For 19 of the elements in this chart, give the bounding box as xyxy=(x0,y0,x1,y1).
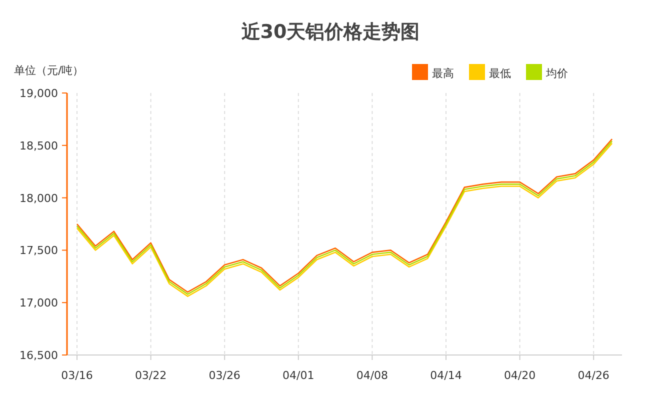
chart-title: 近30天铝价格走势图 xyxy=(240,21,420,43)
y-tick-label: 19,000 xyxy=(20,87,58,100)
x-tick-label: 04/26 xyxy=(578,369,610,382)
y-tick-label: 16,500 xyxy=(20,349,58,362)
legend-label: 最高 xyxy=(432,67,454,80)
x-tick-label: 04/01 xyxy=(282,369,314,382)
y-tick-label: 17,000 xyxy=(20,296,58,310)
y-tick-label: 17,500 xyxy=(20,244,58,258)
y-tick-label: 18,000 xyxy=(20,192,58,205)
y-tick-label: 18,500 xyxy=(20,139,58,152)
x-tick-label: 04/20 xyxy=(504,369,536,382)
legend-label: 均价 xyxy=(545,67,568,80)
x-tick-label: 04/08 xyxy=(356,369,388,382)
y-axis-title: 单位（元/吨） xyxy=(14,64,84,77)
x-tick-label: 03/26 xyxy=(208,369,240,382)
x-tick-label: 03/22 xyxy=(134,369,167,382)
legend-label: 最低 xyxy=(489,67,511,80)
x-tick-label: 04/14 xyxy=(430,369,462,382)
x-tick-label: 03/16 xyxy=(61,369,93,382)
